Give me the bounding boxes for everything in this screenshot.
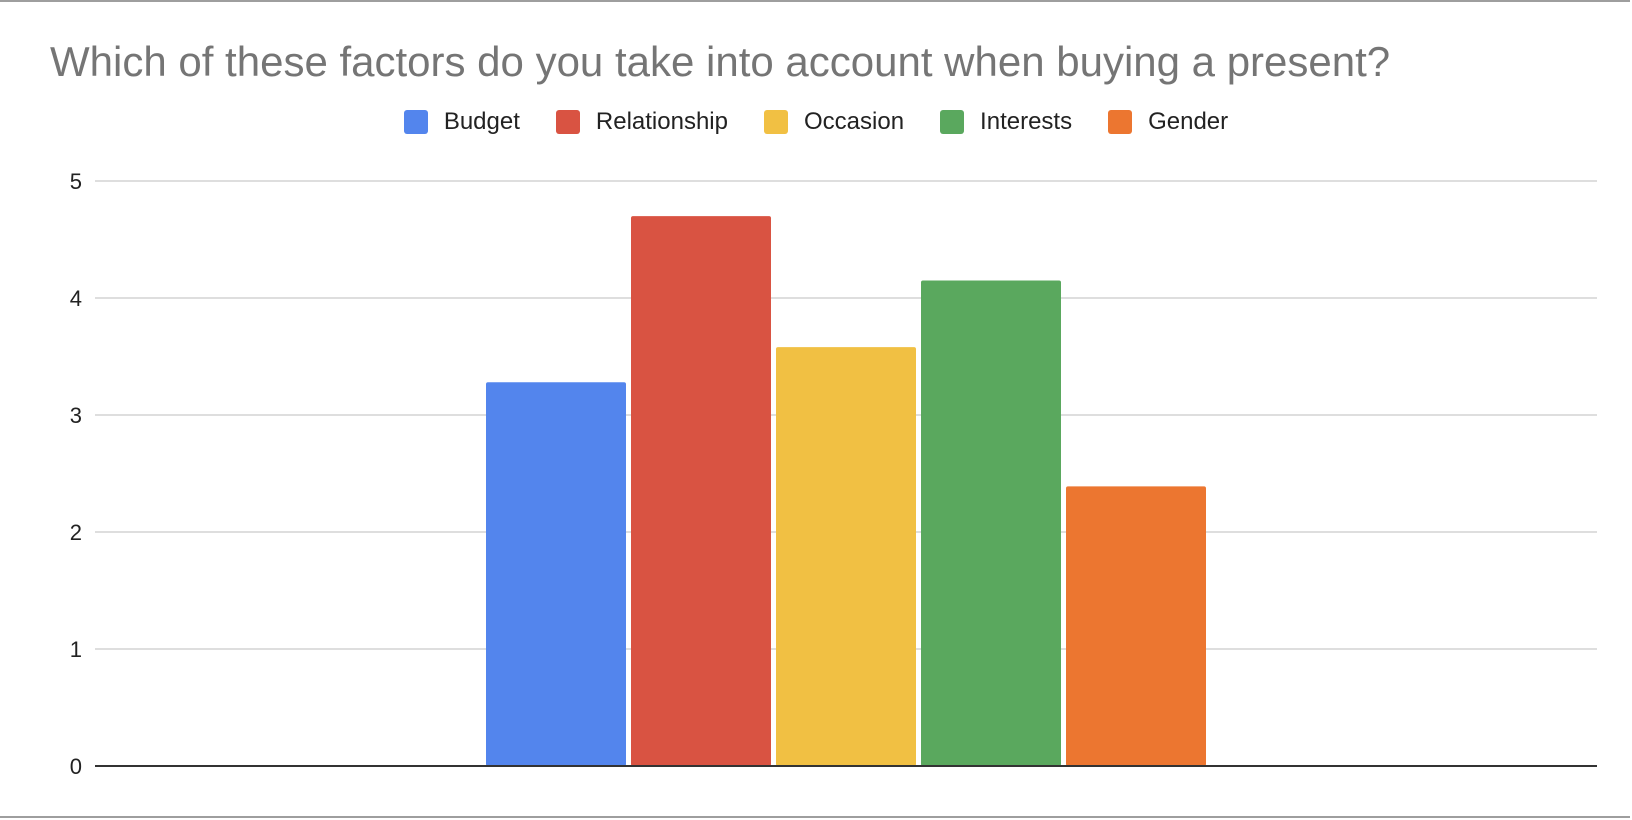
bar-budget[interactable]	[486, 382, 626, 766]
y-tick-label-2: 2	[70, 520, 82, 545]
bar-interests[interactable]	[921, 280, 1061, 766]
legend-swatch-budget	[403, 110, 428, 134]
bar-occasion[interactable]	[776, 347, 916, 766]
y-tick-label-0: 0	[70, 754, 82, 779]
legend-label-occasion: Occasion	[804, 108, 905, 135]
legend-swatch-occasion	[764, 110, 788, 134]
y-tick-label-5: 5	[70, 169, 82, 194]
legend-label-gender: Gender	[1148, 108, 1229, 135]
chart-legend: Budget Relationship Occasion Interests G…	[0, 108, 1632, 136]
legend-label-relationship: Relationship	[595, 108, 728, 135]
bar-gender[interactable]	[1066, 486, 1206, 766]
legend-swatch-gender	[1108, 110, 1133, 134]
legend-label-interests: Interests	[980, 108, 1073, 135]
legend-item-gender[interactable]: Gender	[1108, 108, 1228, 136]
y-tick-label-1: 1	[70, 637, 82, 662]
bar-relationship[interactable]	[631, 216, 771, 767]
legend-item-relationship[interactable]: Relationship	[555, 108, 728, 136]
legend-swatch-relationship	[555, 110, 580, 134]
legend-item-budget[interactable]: Budget	[403, 108, 520, 136]
legend-item-interests[interactable]: Interests	[940, 108, 1072, 136]
legend-label-budget: Budget	[443, 108, 520, 135]
legend-swatch-interests	[940, 110, 965, 134]
y-tick-label-4: 4	[70, 286, 82, 311]
y-tick-label-3: 3	[70, 403, 82, 428]
legend-item-occasion[interactable]: Occasion	[764, 108, 904, 136]
chart-title: Which of these factors do you take into …	[50, 38, 1391, 85]
